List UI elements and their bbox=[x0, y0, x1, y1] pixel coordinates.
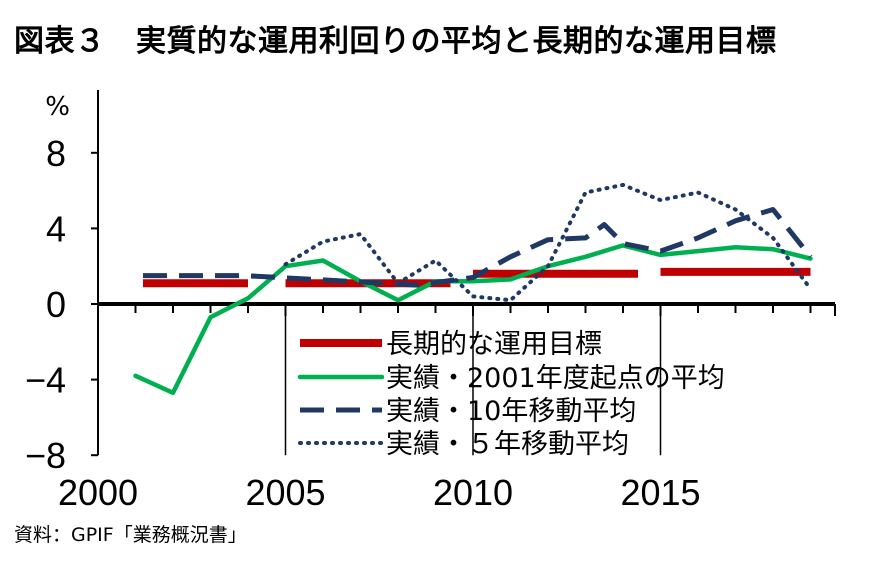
legend-label-ma5: 実績・５年移動平均 bbox=[386, 429, 629, 460]
legend-label-target: 長期的な運用目標 bbox=[386, 329, 602, 360]
x-tick-label: 2010 bbox=[433, 472, 513, 513]
y-tick-label: −4 bbox=[25, 360, 66, 401]
y-tick-label: 8 bbox=[46, 133, 66, 174]
series-line-3 bbox=[283, 182, 813, 303]
x-tick-label: 2000 bbox=[58, 472, 138, 513]
chart-title: 図表３ 実質的な運用利回りの平均と長期的な運用目標 bbox=[14, 24, 777, 59]
series-layer bbox=[133, 182, 813, 396]
x-tick-label: 2005 bbox=[245, 472, 325, 513]
y-unit-label: % bbox=[45, 92, 70, 122]
x-tick-label: 2015 bbox=[620, 472, 700, 513]
series-line-2 bbox=[143, 207, 813, 288]
y-tick-label: −8 bbox=[25, 435, 66, 476]
legend: 長期的な運用目標 実績・2001年度起点の平均 実績・10年移動平均 実績・５年… bbox=[297, 329, 725, 460]
source-note: 資料：GPIF「業務概況書」 bbox=[14, 524, 247, 546]
legend-label-avg2001: 実績・2001年度起点の平均 bbox=[386, 363, 725, 394]
y-tick-label: 0 bbox=[46, 284, 66, 325]
y-tick-label: 4 bbox=[46, 208, 66, 249]
legend-label-ma10: 実績・10年移動平均 bbox=[386, 396, 636, 427]
chart-axes: 8 4 0 −4 −8% 2000 2005 2010 2015 bbox=[25, 90, 836, 513]
series-line-1 bbox=[133, 243, 813, 396]
